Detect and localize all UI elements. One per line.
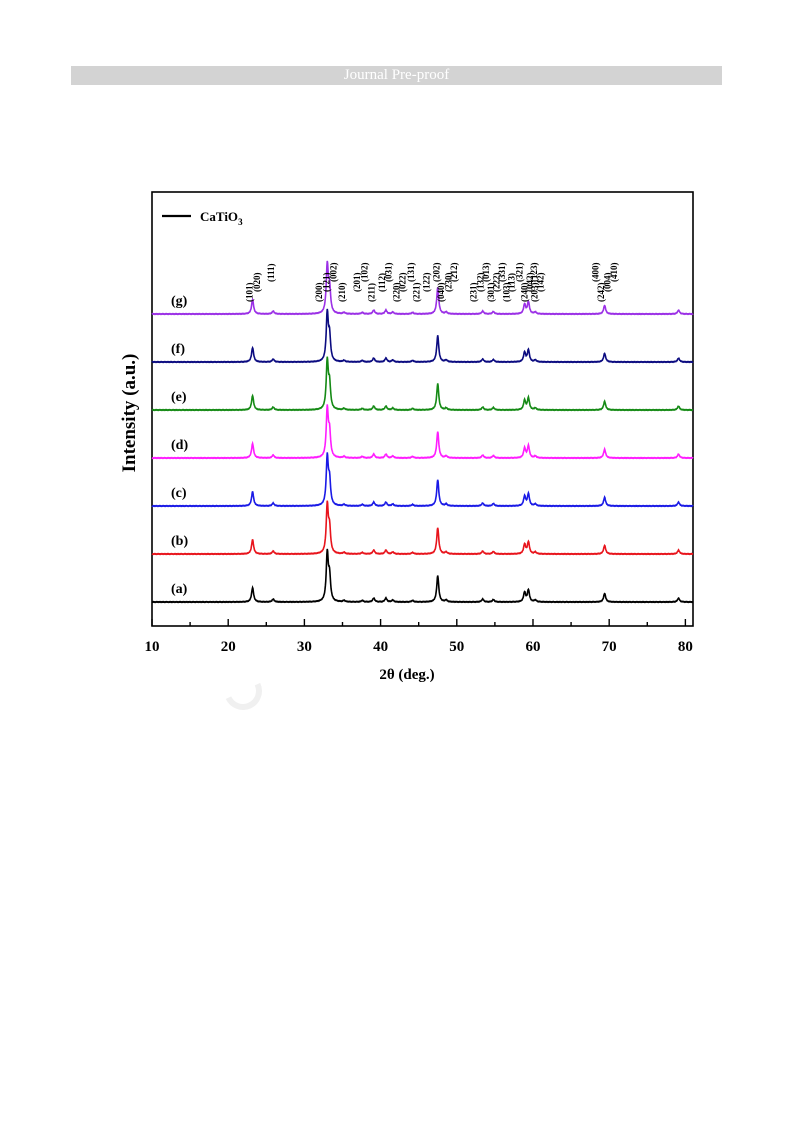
peak-label: (102) [360,263,370,283]
peak-label: (020) [252,273,262,293]
peak-label: (042) [525,273,535,293]
peak-label: (040) [436,283,446,303]
peak-label: (220) [392,283,402,303]
peak-index-labels: (101)(020) (111) (200)(121)(002)(210) (201)… [245,263,619,303]
series-label-g: (g) [171,294,188,309]
legend-label-main: CaTiO [200,209,238,224]
peak-label: (022) [398,273,408,293]
peak-label: (240) [520,283,530,303]
series-label-a: (a) [171,582,188,597]
journal-preproof-banner: Journal Pre-proof [71,66,722,85]
series-label-e: (e) [171,390,187,405]
peak-label: (321) [514,263,524,283]
peak-label: (002) [328,263,338,283]
x-axis-label: 2θ (deg.) [379,667,434,683]
peak-label: (301) [486,283,496,303]
x-tick-label: 30 [297,639,312,655]
peak-label: (103) [501,283,511,303]
x-axis-ticks: 10 20 30 40 50 60 70 80 [145,619,693,655]
diffraction-traces [151,260,694,604]
legend-label-subscript: 3 [238,217,243,227]
peak-label: (122) [421,273,431,293]
peak-label: (031) [383,263,393,283]
trace-b [151,500,694,556]
peak-label: (400) [591,263,601,283]
x-tick-label: 70 [602,639,617,655]
peak-label: (101) [245,283,255,303]
peak-label: (111) [266,263,276,282]
trace-g [151,260,694,316]
peak-label: (200) [314,283,324,303]
peak-label: (210) [337,283,347,303]
peak-label: (004) [603,273,613,293]
peak-label: (142) [536,273,546,293]
peak-label: (112) [377,273,387,292]
peak-label: (211) [367,283,377,302]
trace-c [151,452,694,508]
legend: CaTiO3 [162,209,243,227]
peak-label: (202) [431,263,441,283]
x-tick-label: 80 [678,639,693,655]
peak-label: (331) [497,263,507,283]
peak-label: (242) [596,283,606,303]
peak-label: (132) [476,273,486,293]
peak-label: (113) [507,273,517,292]
peak-label: (203) [530,283,540,303]
series-label-d: (d) [171,438,188,453]
peak-label: (221) [412,283,422,303]
series-label-b: (b) [171,534,188,549]
plot-frame [151,191,694,627]
trace-d [151,404,694,460]
peak-label: (231) [469,283,479,303]
peak-label: (230) [444,273,454,293]
peak-label: (212) [449,263,459,283]
peak-label: (013) [481,263,491,283]
trace-f [151,308,694,364]
y-axis-label: Intensity (a.u.) [119,354,140,473]
x-tick-label: 60 [525,639,540,655]
x-tick-label: 50 [449,639,464,655]
series-label-f: (f) [171,342,185,357]
peak-label: (121) [322,273,332,293]
peak-label: (410) [609,263,619,283]
x-tick-label: 20 [221,639,236,655]
peak-label: (201) [352,273,362,293]
peak-label: (222) [492,273,502,293]
peak-label: (131) [406,263,416,283]
trace-a [151,548,694,604]
series-labels: (a) (b) (c) (d) (e) (f) (g) [171,294,188,597]
peak-label: (123) [529,263,539,283]
x-tick-label: 40 [373,639,388,655]
legend-label: CaTiO3 [200,209,243,227]
series-label-c: (c) [171,486,187,501]
x-tick-label: 10 [145,639,160,655]
trace-e [151,356,694,412]
